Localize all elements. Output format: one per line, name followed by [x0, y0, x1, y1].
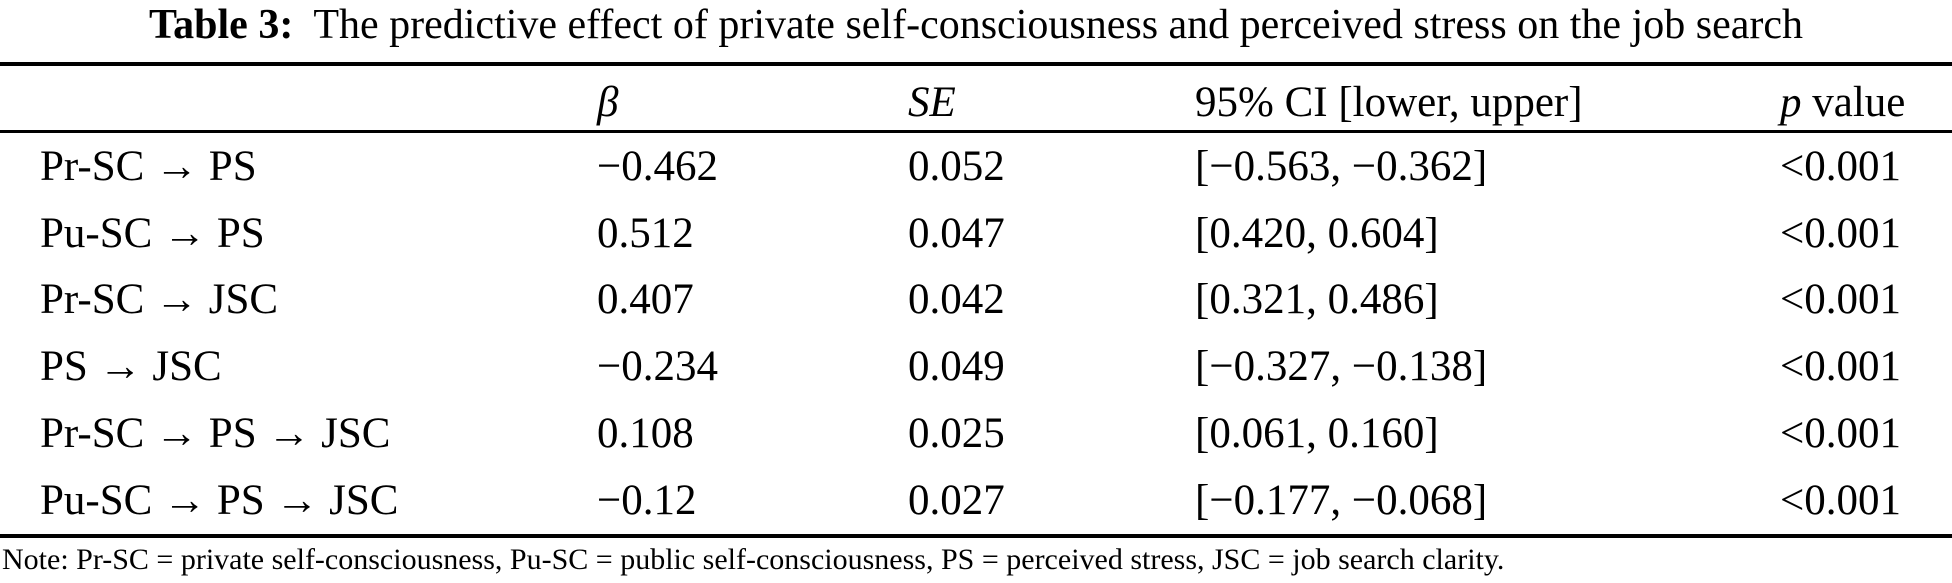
cell-se: 0.049: [908, 343, 1005, 391]
cell-ci: [0.061, 0.160]: [1195, 410, 1439, 458]
cell-pvalue: <0.001: [1780, 343, 1902, 391]
cell-pvalue: <0.001: [1780, 476, 1902, 524]
cell-pvalue: <0.001: [1780, 209, 1902, 257]
cell-path: Pr-SC → PS: [40, 142, 257, 190]
cell-pvalue: <0.001: [1780, 142, 1902, 190]
table-row: Pr-SC → JSC 0.407 0.042 [0.321, 0.486] <…: [0, 267, 1952, 334]
table-caption-label: Table 3:: [149, 2, 294, 48]
table-caption-text: The predictive effect of private self-co…: [313, 2, 1803, 48]
table-header-row: β SE 95% CI [lower, upper] p value: [0, 66, 1952, 130]
cell-path: Pu-SC → PS: [40, 209, 265, 257]
cell-ci: [0.321, 0.486]: [1195, 276, 1439, 324]
table-caption: Table 3: The predictive effect of private…: [0, 0, 1952, 50]
cell-ci: [−0.563, −0.362]: [1195, 142, 1488, 190]
cell-beta: 0.108: [597, 410, 694, 458]
cell-beta: 0.407: [597, 276, 694, 324]
cell-ci: [0.420, 0.604]: [1195, 209, 1439, 257]
cell-beta: −0.12: [597, 476, 697, 524]
cell-pvalue: <0.001: [1780, 410, 1902, 458]
table-body: Pr-SC → PS −0.462 0.052 [−0.563, −0.362]…: [0, 133, 1952, 534]
table-bottom-rule: [0, 534, 1952, 538]
cell-se: 0.025: [908, 410, 1005, 458]
col-header-ci: 95% CI [lower, upper]: [1195, 78, 1583, 126]
cell-beta: −0.234: [597, 343, 719, 391]
cell-path: Pr-SC → PS → JSC: [40, 410, 391, 458]
table-row: PS → JSC −0.234 0.049 [−0.327, −0.138] <…: [0, 334, 1952, 401]
col-header-se: SE: [908, 78, 956, 126]
table-note: Note: Pr-SC = private self-consciousness…: [2, 543, 1505, 576]
col-header-p-symbol: p: [1780, 78, 1802, 126]
col-header-beta: β: [597, 78, 619, 126]
table-top-rule: [0, 62, 1952, 66]
table-row: Pr-SC → PS → JSC 0.108 0.025 [0.061, 0.1…: [0, 400, 1952, 467]
cell-se: 0.042: [908, 276, 1005, 324]
cell-pvalue: <0.001: [1780, 276, 1902, 324]
cell-se: 0.047: [908, 209, 1005, 257]
table-row: Pu-SC → PS → JSC −0.12 0.027 [−0.177, −0…: [0, 467, 1952, 534]
cell-ci: [−0.327, −0.138]: [1195, 343, 1488, 391]
cell-path: Pr-SC → JSC: [40, 276, 279, 324]
col-header-pvalue: p value: [1780, 79, 1952, 126]
table-row: Pr-SC → PS −0.462 0.052 [−0.563, −0.362]…: [0, 133, 1952, 200]
cell-beta: 0.512: [597, 209, 694, 257]
table-row: Pu-SC → PS 0.512 0.047 [0.420, 0.604] <0…: [0, 200, 1952, 267]
cell-se: 0.052: [908, 142, 1005, 190]
col-header-p-word: value: [1812, 78, 1906, 126]
cell-path: Pu-SC → PS → JSC: [40, 476, 399, 524]
cell-beta: −0.462: [597, 142, 719, 190]
cell-path: PS → JSC: [40, 343, 222, 391]
cell-ci: [−0.177, −0.068]: [1195, 476, 1488, 524]
cell-se: 0.027: [908, 476, 1005, 524]
table-header-rule: [0, 130, 1952, 133]
